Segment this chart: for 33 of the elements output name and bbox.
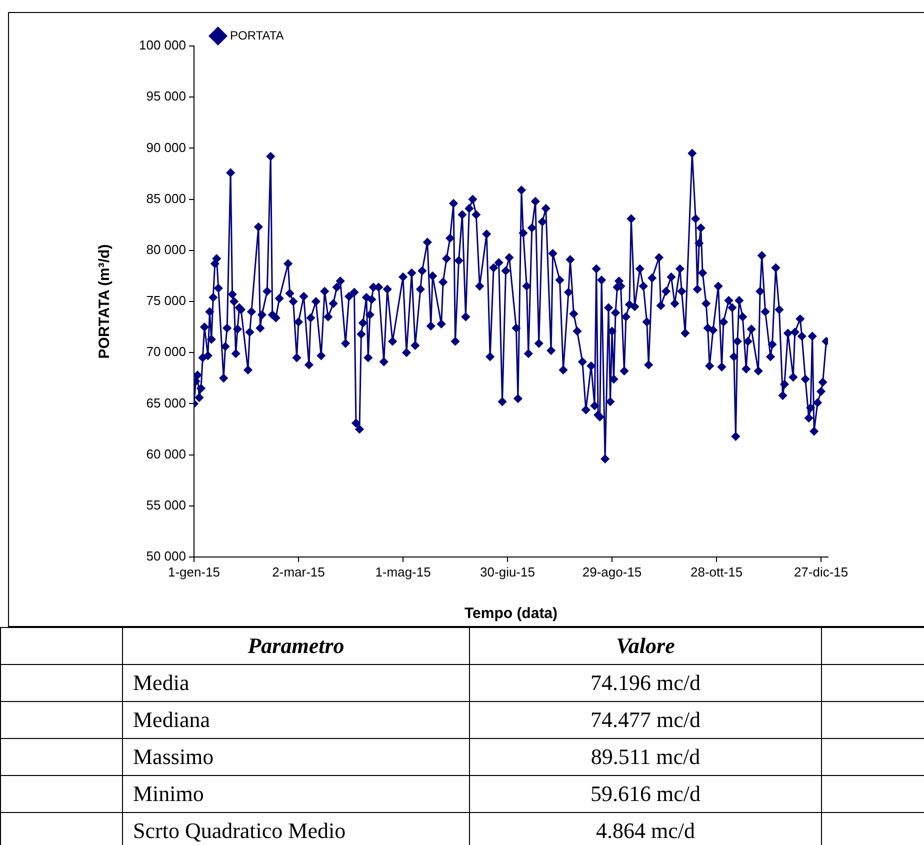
text: Scrto Quadratico Medio	[122, 812, 470, 845]
x-tick-label: 29-ago-15	[582, 564, 642, 580]
text: 4.864 mc/d	[470, 812, 822, 845]
text: Minimo	[122, 776, 470, 812]
x-axis-title: Tempo (data)	[464, 605, 558, 622]
text: Media	[122, 664, 470, 702]
x-tick-label: 30-giu-15	[480, 564, 535, 580]
text: 59.616 mc/d	[470, 776, 822, 812]
x-tick-label: 28-ott-15	[690, 564, 743, 580]
y-tick-label: 65 000	[146, 395, 186, 410]
text: Parametro	[122, 628, 470, 664]
text: 74.196 mc/d	[470, 664, 822, 702]
y-tick-label: 90 000	[146, 140, 186, 155]
y-tick-label: 75 000	[146, 293, 186, 308]
x-tick-label: 27-dic-15	[794, 564, 848, 580]
y-tick-label: 80 000	[146, 242, 186, 257]
x-tick-label: 1-gen-15	[168, 564, 220, 580]
y-tick-label: 70 000	[146, 344, 186, 360]
x-tick-label: 2-mar-15	[272, 564, 325, 580]
y-tick-label: 50 000	[146, 548, 186, 564]
y-tick-label: 95 000	[146, 88, 186, 104]
y-tick-label: 85 000	[146, 190, 186, 206]
y-tick-label: 60 000	[146, 446, 186, 462]
y-tick-label: 100 000	[139, 38, 186, 53]
legend-label: PORTATA	[230, 28, 284, 42]
text: 89.511 mc/d	[470, 738, 822, 776]
text: Mediana	[122, 702, 470, 738]
y-axis-title: PORTATA (m³/d)	[96, 244, 114, 359]
text: Valore	[470, 628, 822, 664]
text: 74.477 mc/d	[470, 702, 822, 738]
y-tick-label: 55 000	[146, 497, 186, 512]
x-tick-label: 1-mag-15	[375, 564, 431, 580]
text: Massimo	[122, 738, 470, 776]
